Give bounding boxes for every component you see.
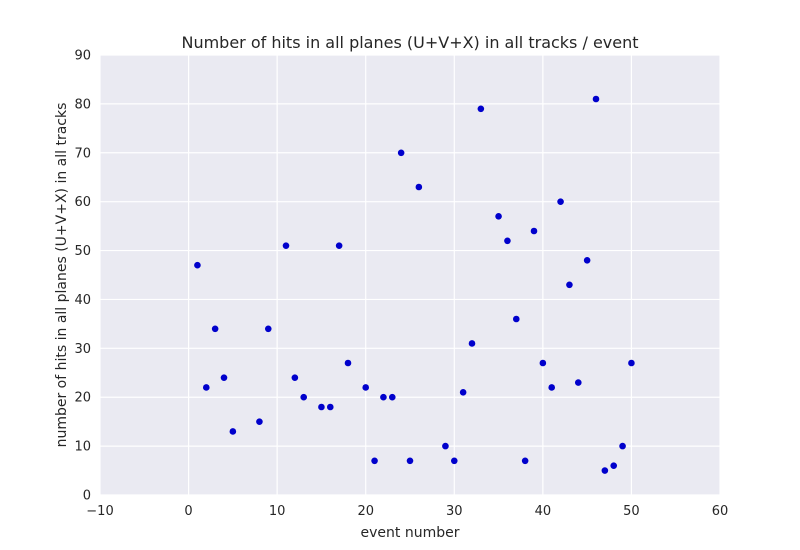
data-point [300, 393, 308, 401]
data-point [468, 340, 476, 347]
data-point [318, 403, 325, 411]
data-point [397, 149, 405, 157]
data-point [521, 457, 529, 465]
data-point [220, 374, 228, 381]
data-point [282, 242, 290, 249]
data-point [291, 374, 299, 381]
data-point [566, 281, 573, 289]
data-point [583, 257, 591, 264]
data-point [380, 393, 387, 401]
y-tick-labels: 0 10 20 30 40 50 60 70 80 90 [74, 49, 91, 504]
data-point [548, 384, 556, 391]
y-tick-label: 50 [74, 244, 91, 259]
y-tick-label: 30 [74, 342, 91, 357]
x-tick-label: 0 [184, 504, 192, 519]
y-tick-label: 0 [83, 489, 91, 504]
data-point [326, 403, 334, 411]
y-tick-label: 10 [74, 440, 91, 455]
plot-area-background [100, 55, 720, 495]
data-point [388, 393, 396, 401]
data-point [415, 183, 423, 191]
data-point [406, 457, 414, 465]
data-point [194, 261, 201, 269]
data-points [194, 95, 635, 474]
x-tick-label: 30 [446, 504, 463, 519]
y-tick-label: 70 [74, 146, 91, 161]
data-point [574, 379, 582, 386]
x-tick-label: 40 [535, 504, 552, 519]
data-point [504, 237, 511, 245]
x-tick-label: 10 [269, 504, 286, 519]
chart-title: Number of hits in all planes (U+V+X) in … [181, 33, 638, 52]
x-tick-label: 50 [623, 504, 640, 519]
data-point [450, 457, 458, 465]
y-axis-label: number of hits in all planes (U+V+X) in … [54, 103, 70, 448]
data-point [256, 418, 263, 425]
data-point [459, 389, 467, 396]
data-point [211, 325, 219, 333]
data-point [610, 462, 618, 469]
data-point [442, 442, 449, 450]
data-point [530, 227, 538, 235]
data-point [557, 198, 564, 205]
x-tick-labels: −10 0 10 20 30 40 50 60 [86, 504, 728, 519]
x-axis-label: event number [361, 525, 460, 541]
data-point [619, 442, 626, 450]
y-tick-label: 60 [74, 195, 91, 210]
data-point [371, 457, 378, 465]
grid-lines [99, 54, 721, 496]
y-tick-label: 90 [74, 49, 91, 64]
data-point [495, 213, 502, 220]
data-point [477, 105, 485, 113]
x-tick-label: 20 [357, 504, 374, 519]
data-point [335, 242, 343, 249]
data-point [592, 95, 600, 103]
x-tick-label: 60 [712, 504, 729, 519]
data-point [344, 359, 352, 367]
data-point [264, 325, 272, 333]
data-point [539, 359, 547, 367]
y-tick-label: 20 [74, 391, 91, 406]
data-point [512, 315, 520, 323]
y-tick-label: 40 [74, 293, 91, 308]
data-point [601, 467, 609, 474]
x-tick-label: −10 [86, 504, 113, 519]
y-tick-label: 80 [74, 97, 91, 112]
data-point [229, 428, 237, 435]
data-point [202, 384, 210, 391]
data-point [628, 359, 635, 367]
data-point [362, 384, 370, 391]
